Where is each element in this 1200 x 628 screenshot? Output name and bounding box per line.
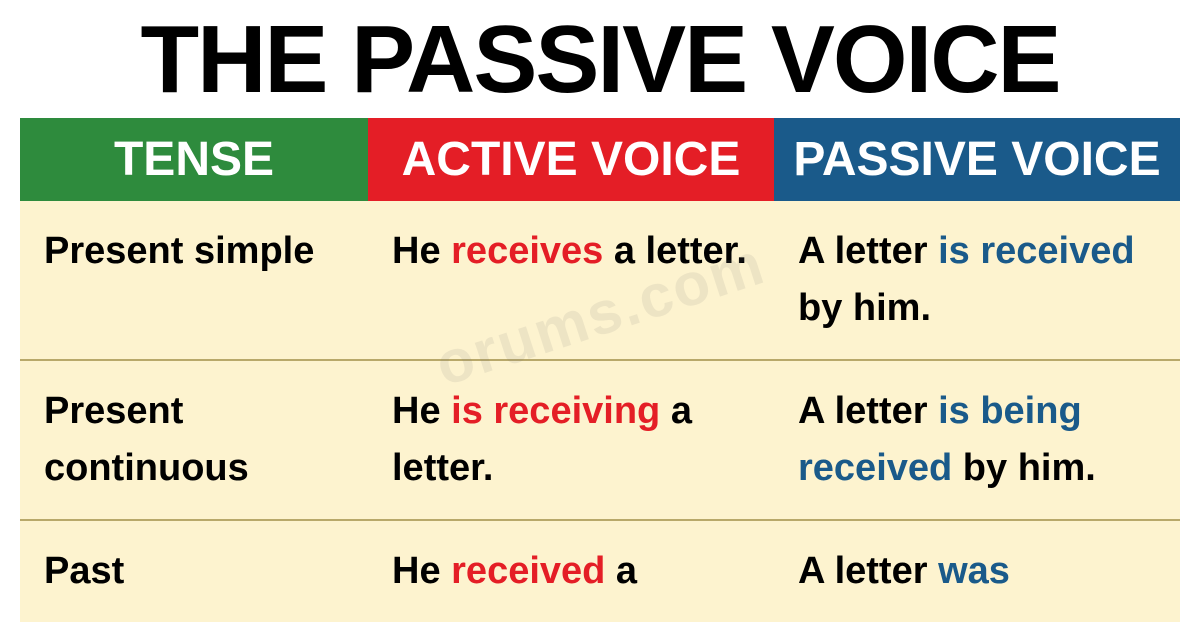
header-active: ACTIVE VOICE (368, 118, 774, 201)
highlight-verb: is receiving (451, 390, 660, 432)
cell-passive: A letter was (774, 520, 1180, 622)
cell-passive: A letter is being received by him. (774, 360, 1180, 520)
header-passive: PASSIVE VOICE (774, 118, 1180, 201)
cell-tense: Present continuous (20, 360, 368, 520)
header-tense: TENSE (20, 118, 368, 201)
cell-passive: A letter is received by him. (774, 201, 1180, 360)
cell-tense: Past (20, 520, 368, 622)
highlight-verb: is received (938, 230, 1134, 272)
text-post: by him. (798, 287, 931, 329)
text-pre: A letter (798, 550, 938, 592)
cell-active: He is receiving a letter. (368, 360, 774, 520)
table-header-row: TENSE ACTIVE VOICE PASSIVE VOICE (20, 118, 1180, 201)
table-row: Present simple He receives a letter. A l… (20, 201, 1180, 360)
text-pre: He (392, 390, 451, 432)
text-pre: He (392, 550, 451, 592)
cell-active: He receives a letter. (368, 201, 774, 360)
highlight-verb: was (938, 550, 1010, 592)
voice-table: TENSE ACTIVE VOICE PASSIVE VOICE Present… (20, 118, 1180, 622)
text-post: by him. (952, 447, 1096, 489)
highlight-verb: received (451, 550, 605, 592)
text-pre: He (392, 230, 451, 272)
page-title: THE PASSIVE VOICE (20, 12, 1180, 108)
text-post: a (605, 550, 637, 592)
cell-active: He received a (368, 520, 774, 622)
text-pre: A letter (798, 390, 938, 432)
table-row: Past He received a A letter was (20, 520, 1180, 622)
highlight-verb: receives (451, 230, 603, 272)
table-row: Present continuous He is receiving a let… (20, 360, 1180, 520)
text-pre: A letter (798, 230, 938, 272)
text-post: a letter. (603, 230, 747, 272)
cell-tense: Present simple (20, 201, 368, 360)
